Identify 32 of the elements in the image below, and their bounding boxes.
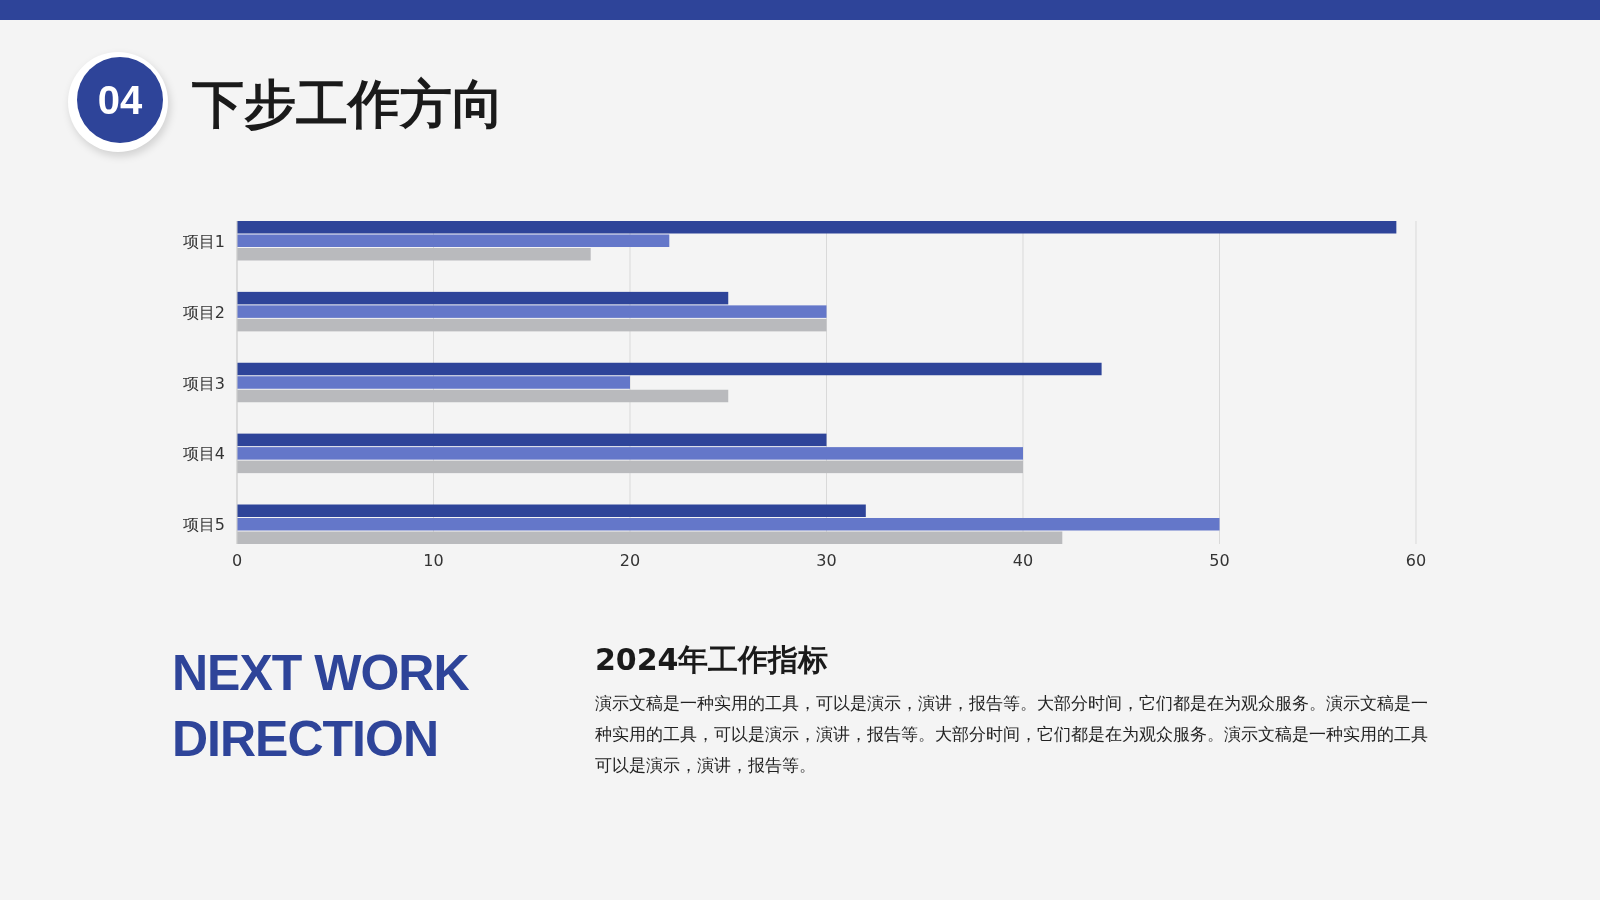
text: 04 [77,57,163,143]
x-tick-label: 0 [231,551,243,570]
y-tick-label: 项目4 [182,444,225,464]
y-tick-label: 项目2 [182,302,225,322]
text: 2024年工作指标 [595,641,829,679]
x-tick-label: 20 [619,551,641,570]
y-tick-label: 项目3 [182,373,225,393]
bar [237,460,1023,474]
bar [237,433,827,447]
chart-title: 下步工作方向 [192,73,504,136]
bar [237,234,670,247]
bar [237,221,1397,234]
bar [237,305,827,318]
text: 演示文稿是一种实用的工具，可以是演示，演讲，报告等。大部分时间，它们都是在为观众服务。演示文稿是一种实用的工具，可以是演示，演讲，报告等。大部分时间，它们都是在为观众服务。演示文稿是一种实用的工具可以是演示，演讲，报告等。 [595,692,1429,777]
x-tick-label: 60 [1405,551,1427,570]
x-tick-label: 30 [816,551,837,570]
bar [237,518,1220,531]
bar [237,291,729,305]
bar [237,248,591,261]
text: NEXT WORK DIRECTION [172,644,470,769]
bar [237,447,1023,460]
bar [237,362,1102,376]
y-tick-label: 项目5 [182,515,225,535]
bar [237,318,827,332]
x-tick-label: 50 [1209,551,1230,570]
bar [237,389,729,403]
bar [237,504,866,517]
x-tick-label: 10 [423,551,444,570]
bar [237,531,1063,544]
bar [237,376,630,389]
x-tick-label: 40 [1012,551,1034,570]
y-tick-label: 项目1 [182,231,225,251]
